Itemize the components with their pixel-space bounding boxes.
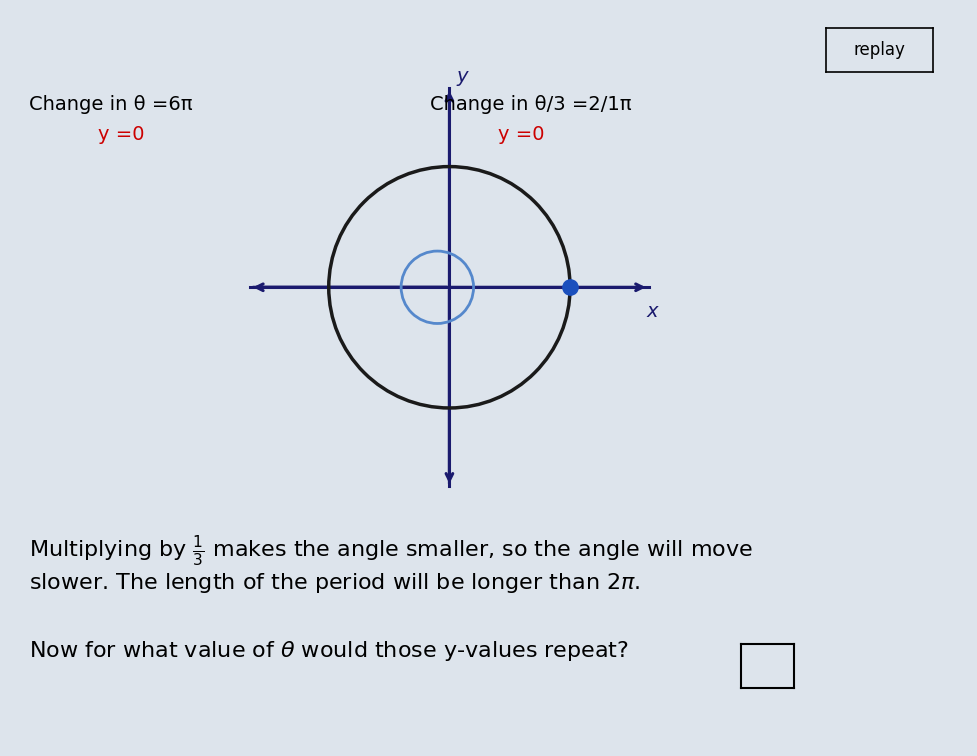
Text: slower. The length of the period will be longer than $2\pi$.: slower. The length of the period will be… [29, 571, 641, 595]
Text: Multiplying by $\frac{1}{3}$ makes the angle smaller, so the angle will move: Multiplying by $\frac{1}{3}$ makes the a… [29, 533, 753, 568]
Text: Now for what value of $\theta$ would those y-values repeat?: Now for what value of $\theta$ would tho… [29, 639, 629, 663]
Text: Change in θ =6π: Change in θ =6π [29, 94, 192, 113]
Text: Change in θ/3 =2/1π: Change in θ/3 =2/1π [430, 94, 631, 113]
Text: replay: replay [853, 41, 906, 59]
Text: x: x [646, 302, 658, 321]
Text: y =0: y =0 [98, 125, 145, 144]
Text: y: y [456, 67, 468, 85]
Text: y =0: y =0 [498, 125, 545, 144]
